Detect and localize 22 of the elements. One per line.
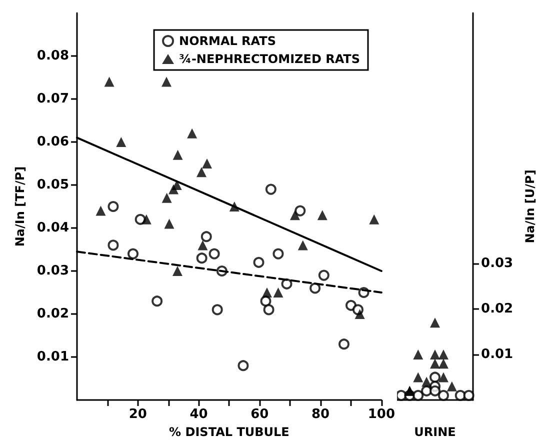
y-tick-label: 0.05 bbox=[36, 178, 69, 192]
x-tick-label: 20 bbox=[128, 407, 147, 422]
y-tick-label: 0.03 bbox=[481, 256, 514, 271]
y-tick-label: 0.01 bbox=[481, 346, 514, 362]
legend-label: NORMAL RATS bbox=[179, 34, 276, 48]
y-tick-label: 0.07 bbox=[36, 92, 69, 106]
y-tick-label: 0.02 bbox=[36, 306, 69, 322]
x-tick-label: 40 bbox=[190, 407, 208, 422]
y-axis-title: Na/In [TF/P] bbox=[13, 166, 28, 247]
y-axis-title: Na/In [U/P] bbox=[523, 170, 537, 244]
y-tick-label: 0.02 bbox=[481, 301, 514, 316]
x-axis-title: % DISTAL TUBULE bbox=[169, 425, 290, 439]
y-tick-label: 0.08 bbox=[36, 48, 69, 64]
x-tick-label: 100 bbox=[368, 407, 395, 422]
x-axis-title: URINE bbox=[414, 425, 456, 439]
y-tick-label: 0.03 bbox=[36, 264, 69, 278]
y-tick-label: 0.04 bbox=[36, 220, 69, 236]
x-tick-label: 80 bbox=[312, 407, 330, 422]
y-tick-label: 0.01 bbox=[36, 350, 69, 364]
legend-label: ¾-NEPHRECTOMIZED RATS bbox=[179, 52, 360, 66]
x-tick-label: 60 bbox=[250, 407, 269, 422]
y-tick-label: 0.06 bbox=[36, 134, 69, 150]
